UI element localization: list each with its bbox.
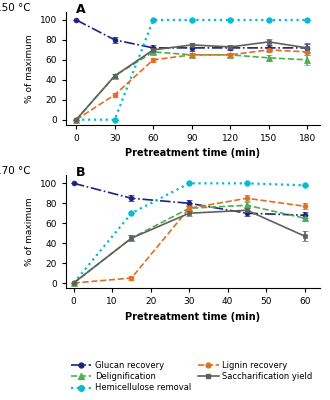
Y-axis label: % of maximum: % of maximum <box>25 197 34 266</box>
X-axis label: Pretreatment time (min): Pretreatment time (min) <box>125 148 261 158</box>
Text: 150 °C: 150 °C <box>0 3 30 13</box>
Y-axis label: % of maximum: % of maximum <box>25 34 34 103</box>
Text: 170 °C: 170 °C <box>0 166 30 176</box>
X-axis label: Pretreatment time (min): Pretreatment time (min) <box>125 312 261 322</box>
Legend: Glucan recovery, Delignification, Hemicellulose removal, Lignin recovery, Saccha: Glucan recovery, Delignification, Hemice… <box>67 357 315 396</box>
Text: B: B <box>76 166 86 179</box>
Text: A: A <box>76 3 86 16</box>
